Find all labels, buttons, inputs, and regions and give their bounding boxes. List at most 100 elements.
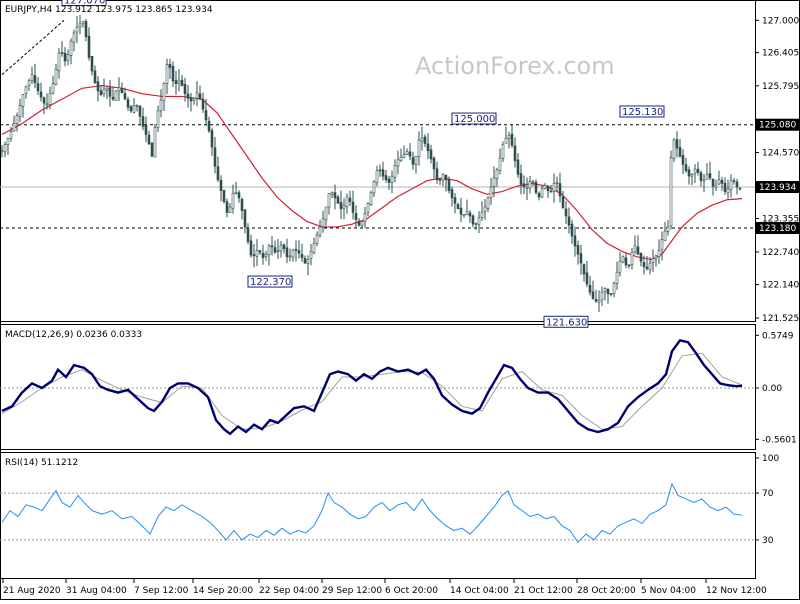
candle-body: [735, 181, 739, 188]
candle-body: [633, 245, 637, 253]
rsi-layer: [0, 482, 755, 544]
candle-body: [657, 250, 661, 257]
candle-body: [195, 92, 199, 99]
candle-body: [288, 255, 292, 258]
candle-body: [237, 192, 241, 199]
candle-body: [648, 262, 652, 270]
candle-body: [183, 83, 187, 95]
candle-body: [528, 181, 532, 189]
candle-body: [165, 64, 169, 84]
candle-body: [324, 206, 328, 221]
candle-body: [360, 221, 364, 226]
candle-body: [729, 180, 733, 190]
rsi-tick-label-2: 30: [762, 536, 774, 546]
candle-body: [480, 212, 484, 218]
candle-body: [549, 190, 553, 193]
candle-body: [561, 196, 565, 209]
candle-body: [279, 244, 283, 252]
candle-body: [210, 130, 214, 148]
macd-axis: 0.5749 0.00 -0.5601: [755, 331, 797, 445]
rsi-tick-label-0: 100: [762, 454, 779, 464]
annotation-label-2: 125.000: [454, 114, 495, 125]
candle-body: [15, 115, 19, 124]
candle-body: [213, 147, 217, 167]
candle-body: [159, 99, 163, 112]
candle-body: [432, 157, 436, 170]
macd-panel-title: MACD(12,26,9) 0.0236 0.0333: [5, 330, 142, 340]
candle-body: [435, 168, 439, 181]
candle-body: [276, 250, 280, 253]
candle-body: [468, 212, 472, 217]
moving-average-line: [1, 84, 743, 261]
candle-body: [225, 201, 229, 213]
price-tick-label-8: 122.740: [762, 248, 799, 258]
candle-body: [21, 94, 25, 107]
candle-body: [519, 173, 523, 185]
rsi-panel-frame: [0, 452, 756, 579]
annotation-box-4: [619, 105, 665, 118]
candle-body: [243, 209, 247, 228]
candle-body: [156, 110, 160, 128]
candle-body: [219, 179, 223, 191]
candle-body: [540, 188, 544, 198]
candle-body: [594, 298, 598, 302]
candle-body: [351, 201, 355, 213]
candle-body: [576, 245, 580, 255]
candle-body: [39, 91, 43, 98]
candle-body: [240, 198, 244, 211]
candle-body: [75, 27, 79, 33]
candle-body: [192, 97, 196, 101]
candle-body: [282, 244, 286, 249]
watermark: ActionForex.com: [415, 52, 615, 80]
candle-body: [363, 213, 367, 222]
candle-body: [438, 179, 442, 181]
candle-body: [333, 192, 337, 199]
candle-body: [603, 288, 607, 292]
time-tick-label-6: 6 Oct 20:00: [385, 586, 438, 596]
candle-body: [507, 135, 511, 139]
candle-body: [738, 187, 742, 190]
candle-body: [477, 217, 481, 225]
candle-body: [264, 253, 268, 257]
candle-body: [690, 174, 694, 177]
candle-body: [69, 40, 73, 56]
candle-body: [669, 157, 673, 227]
candle-body: [696, 168, 700, 173]
candle-body: [51, 83, 55, 94]
candle-body: [579, 253, 583, 264]
candle-body: [54, 68, 58, 85]
candle-body: [465, 211, 469, 216]
candle-body: [639, 252, 643, 262]
candle-body: [345, 196, 349, 207]
candle-body: [402, 154, 406, 158]
candle-body: [33, 75, 37, 84]
candle-body: [228, 206, 232, 213]
candle-body: [645, 266, 649, 269]
candle-body: [618, 261, 622, 273]
candle-body: [72, 32, 76, 43]
candle-body: [84, 21, 88, 37]
candle-body: [450, 189, 454, 199]
candle-body: [591, 291, 595, 299]
candle-body: [693, 168, 697, 174]
candle-body: [171, 66, 175, 82]
candle-body: [396, 159, 400, 167]
candle-body: [441, 174, 445, 181]
candle-body: [267, 245, 271, 255]
candle-body: [510, 133, 514, 146]
price-tick-label-6: 123.355: [762, 214, 799, 224]
candle-body: [651, 258, 655, 263]
candle-body: [414, 155, 418, 165]
candle-body: [714, 184, 718, 188]
candle-body: [702, 179, 706, 182]
candle-body: [246, 227, 250, 242]
candle-body: [81, 20, 85, 25]
candle-body: [621, 256, 625, 263]
candle-body: [597, 300, 601, 303]
candle-body: [570, 223, 574, 237]
candle-body: [516, 159, 520, 175]
candle-body: [417, 139, 421, 157]
candle-body: [129, 106, 133, 112]
candle-body: [537, 193, 541, 198]
